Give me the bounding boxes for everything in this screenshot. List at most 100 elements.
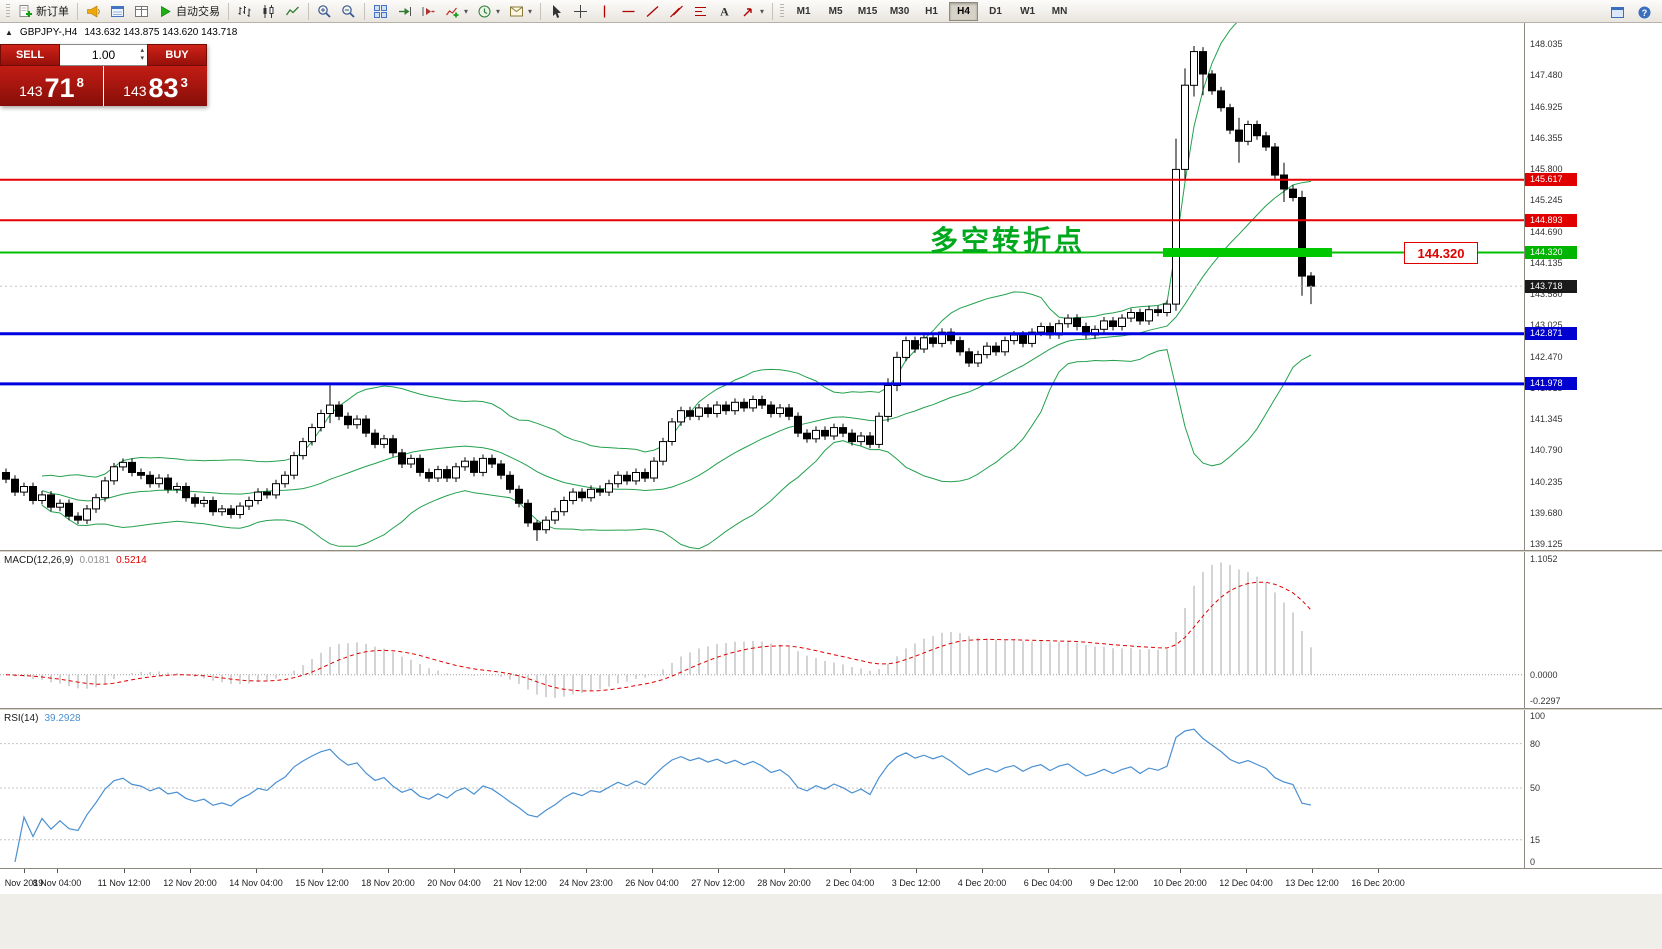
dropdown-caret-icon[interactable]: ▾ (760, 6, 765, 16)
time-axis-label: 14 Nov 04:00 (229, 878, 283, 888)
toolbar-separator (772, 2, 774, 20)
channel-icon[interactable] (665, 1, 688, 22)
price-tag: 141.978 (1525, 377, 1577, 391)
text-icon[interactable]: A (713, 1, 736, 22)
buy-price-button[interactable]: 143 83 3 (104, 66, 207, 106)
zoom-in-icon[interactable] (313, 1, 336, 22)
time-axis-label: 8 Nov 04:00 (32, 878, 82, 888)
bars-chart-icon[interactable] (233, 1, 256, 22)
timeframe-h1-button[interactable]: H1 (925, 5, 938, 17)
time-axis-label: 24 Nov 23:00 (559, 878, 613, 888)
indicator-axis-label: 80 (1530, 738, 1541, 749)
dropdown-caret-icon[interactable]: ▾ (496, 6, 501, 16)
time-axis-tick (982, 869, 983, 873)
macd-axis: 1.1052 0.0000 -0.2297 (1525, 552, 1662, 708)
chart-shift-icon[interactable] (417, 1, 440, 22)
trendline-icon[interactable] (641, 1, 664, 22)
timeframe-d1-button[interactable]: D1 (989, 5, 1002, 17)
time-axis-label: 11 Nov 12:00 (97, 878, 151, 888)
indicators-icon[interactable]: ▾ (441, 1, 472, 22)
arrows-icon[interactable]: ▾ (737, 1, 768, 22)
rsi-panel-divider[interactable] (0, 708, 1662, 710)
cursor-icon[interactable] (545, 1, 568, 22)
help-icon[interactable]: ? (1633, 2, 1656, 23)
time-axis-tick (1378, 869, 1379, 873)
timeframe-mn-button[interactable]: MN (1051, 5, 1068, 17)
rsi-chart[interactable] (0, 710, 1524, 868)
new-order-label: 新订单 (36, 6, 69, 18)
candles-chart-icon[interactable] (257, 1, 280, 22)
dropdown-caret-icon[interactable]: ▾ (464, 6, 469, 16)
hline-icon[interactable] (617, 1, 640, 22)
volume-spinner[interactable]: ▴ ▾ (140, 47, 144, 62)
time-axis-tick (124, 869, 125, 873)
indicator-axis-label: 15 (1530, 834, 1541, 845)
timeframe-h4-button[interactable]: H4 (949, 1, 979, 21)
bottom-strip (0, 894, 1662, 949)
time-axis-tick (190, 869, 191, 873)
price-axis-label: 144.690 (1530, 226, 1563, 237)
price-axis-label: 143.580 (1530, 289, 1563, 299)
sell-price-prefix: 143 (19, 83, 43, 99)
timeframe-w1-button[interactable]: W1 (1020, 5, 1036, 17)
line-chart-icon[interactable] (281, 1, 304, 22)
time-axis-label: Nov 2019 (4, 878, 44, 888)
price-tag: 145.617 (1525, 173, 1577, 187)
sell-price-button[interactable]: 143 71 8 (0, 66, 103, 106)
time-axis-label: 27 Nov 12:00 (691, 878, 745, 888)
timeframe-m15-button[interactable]: M15 (857, 5, 878, 17)
zoom-out-icon[interactable] (337, 1, 360, 22)
sell-price-pips: 71 (44, 73, 75, 103)
auto-trading-label: 自动交易 (176, 6, 220, 18)
new-window-icon[interactable] (1606, 2, 1629, 23)
price-axis-label: 146.355 (1530, 132, 1563, 143)
timeframe-m5-button[interactable]: M5 (828, 5, 843, 17)
dropdown-caret-icon[interactable]: ▾ (528, 6, 533, 16)
price-callout-label[interactable]: 144.320 (1404, 242, 1478, 264)
chart-annotation-text[interactable]: 多空转折点 (930, 225, 1086, 256)
time-axis-tick (1180, 869, 1181, 873)
time-axis-label: 28 Nov 20:00 (757, 878, 811, 888)
auto-scroll-icon[interactable] (393, 1, 416, 22)
crosshair-icon[interactable] (569, 1, 592, 22)
time-axis-label: 12 Dec 04:00 (1219, 878, 1273, 888)
time-axis-label: 9 Dec 12:00 (1089, 878, 1139, 888)
new-order-button[interactable]: 新订单 (14, 1, 73, 22)
rsi-name: RSI(14) (4, 713, 39, 724)
price-tag: 144.320 (1525, 246, 1577, 259)
market-watch-icon[interactable] (106, 1, 129, 22)
toolbar-grip[interactable] (780, 3, 785, 19)
tile-windows-icon[interactable] (369, 1, 392, 22)
macd-signal-value: 0.5214 (116, 555, 147, 566)
buy-button[interactable]: BUY (147, 44, 207, 66)
rsi-label: RSI(14) 39.2928 (4, 713, 81, 724)
price-chart[interactable] (0, 23, 1524, 550)
time-axis-tick (454, 869, 455, 873)
macd-panel-divider[interactable] (0, 550, 1662, 552)
periods-icon[interactable]: ▾ (473, 1, 504, 22)
toolbar-grip[interactable] (6, 3, 10, 19)
data-window-icon[interactable] (130, 1, 153, 22)
indicator-axis-label: 50 (1530, 783, 1541, 793)
timeframe-m1-button[interactable]: M1 (796, 5, 811, 17)
time-axis-label: 20 Nov 04:00 (427, 878, 481, 888)
macd-chart[interactable] (0, 552, 1524, 708)
indicator-axis-label: 1.1052 (1530, 554, 1558, 564)
time-axis-tick (322, 869, 323, 873)
templates-icon[interactable]: ▾ (505, 1, 536, 22)
auto-trading-button[interactable]: 自动交易 (154, 1, 224, 22)
volume-input[interactable]: 1.00 ▴ ▾ (60, 44, 147, 66)
highlight-zone-bar[interactable] (1163, 248, 1332, 257)
announcement-icon[interactable] (82, 1, 105, 22)
price-axis-label: 142.470 (1530, 351, 1563, 362)
timeframe-m30-button[interactable]: M30 (889, 5, 910, 17)
fibonacci-icon[interactable] (689, 1, 712, 22)
vline-icon[interactable] (593, 1, 616, 22)
sell-button[interactable]: SELL (0, 44, 60, 66)
toolbar-separator (540, 2, 542, 20)
price-tag: 143.718 (1525, 279, 1577, 293)
buy-price-fraction: 3 (180, 75, 188, 90)
one-click-toggle-icon[interactable]: ▲ (5, 28, 13, 37)
price-axis: 148.035 147.480 146.925 146.355 145.800 145.2… (1525, 23, 1662, 550)
time-axis-tick (1312, 869, 1313, 873)
